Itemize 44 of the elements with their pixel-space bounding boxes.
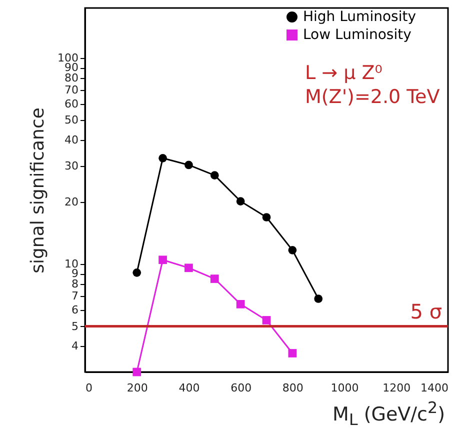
legend-label: Low Luminosity [303, 27, 412, 43]
point [288, 349, 297, 358]
annotation: M(Z')=2.0 TeV [305, 86, 440, 108]
y-tick-label: 7 [72, 290, 78, 303]
y-tick-label: 9 [72, 267, 78, 280]
y-axis-title: signal significance [28, 108, 49, 274]
point [210, 171, 219, 180]
x-tick-label: 600 [230, 382, 252, 394]
point [236, 300, 245, 308]
y-tick-label: 70 [64, 84, 78, 97]
y-tick-label: 5 [72, 320, 78, 333]
y-tick-label: 8 [72, 278, 78, 291]
y-tick-label: 40 [64, 134, 78, 147]
x-tick-label: 1200 [382, 382, 411, 394]
y-tick-label: 6 [72, 303, 78, 316]
x-tick-label: 400 [178, 382, 200, 394]
point [262, 316, 271, 324]
point [314, 294, 323, 303]
point [184, 264, 193, 272]
x-tick-label: 200 [126, 382, 148, 394]
y-tick-label: 30 [64, 159, 78, 172]
y-tick-label: 60 [64, 97, 78, 110]
point [158, 154, 167, 162]
y-tick-label: 20 [64, 196, 78, 209]
y-tick-label: 80 [64, 72, 78, 85]
annotation: L → μ Z⁰ [305, 62, 382, 84]
x-axis-title: M$_{L}$ (GeV/c$^{2}$) [332, 398, 445, 430]
y-tick-label: 4 [72, 340, 78, 353]
point [132, 268, 142, 277]
point [288, 246, 297, 254]
x-tick-label: 1000 [330, 382, 359, 394]
ref-line-label: 5 σ [410, 299, 442, 324]
point [262, 213, 271, 222]
point [158, 256, 167, 264]
y-tick-label: 50 [64, 114, 78, 127]
point [132, 368, 142, 376]
point [210, 274, 219, 283]
legend-label: High Luminosity [303, 9, 416, 25]
x-tick-label: 0 [86, 382, 92, 394]
point [184, 160, 193, 170]
x-tick-label: 1400 [420, 382, 448, 394]
y-tick-label: 90 [64, 61, 78, 74]
x-tick-label: 800 [282, 382, 304, 394]
point [236, 197, 245, 206]
